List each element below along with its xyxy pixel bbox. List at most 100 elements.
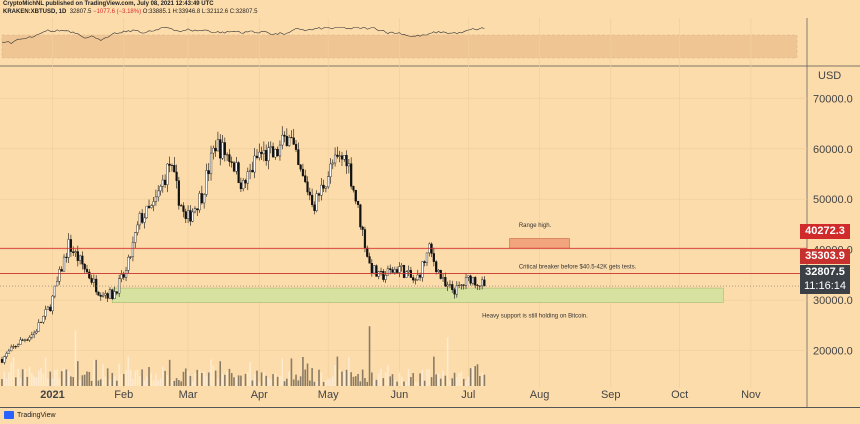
candle-body	[373, 265, 376, 274]
candle-body	[81, 255, 84, 265]
candle-body	[359, 204, 362, 228]
volume-bar	[453, 372, 456, 386]
candle-body	[223, 142, 226, 155]
volume-bar	[17, 368, 19, 386]
candle-body	[62, 256, 66, 272]
candle-body	[212, 147, 215, 154]
candle-body	[400, 265, 403, 267]
candle-body	[10, 346, 13, 352]
candle-body	[322, 184, 325, 189]
candle-body	[5, 353, 8, 357]
volume-bar	[246, 372, 249, 386]
candle-body	[481, 279, 484, 287]
candle-body	[104, 293, 107, 296]
volume-bar	[42, 373, 45, 386]
candle-body	[33, 332, 36, 335]
candle-body	[30, 334, 33, 338]
x-tick-label: Nov	[741, 389, 761, 401]
candle-body	[448, 284, 452, 286]
volume-bar	[205, 375, 208, 386]
candle-body	[3, 356, 6, 363]
volume-bar	[366, 381, 369, 386]
candle-body	[79, 255, 82, 261]
volume-bar	[336, 356, 339, 386]
volume-bar	[263, 372, 265, 386]
candle-body	[74, 251, 77, 253]
volume-bar	[67, 371, 70, 386]
volume-bar	[187, 370, 189, 386]
candle-body	[458, 284, 461, 286]
candle-body	[58, 269, 61, 282]
candle-body	[317, 193, 321, 196]
candle-body	[407, 270, 410, 272]
candle-body	[412, 277, 415, 281]
indicator-line	[1, 27, 485, 44]
volume-bar	[3, 371, 6, 386]
candle-body	[19, 339, 22, 345]
volume-bar	[129, 369, 132, 386]
y-tick-label: 70000.0	[813, 93, 853, 105]
candle-body	[173, 164, 176, 173]
candle-body	[147, 205, 151, 208]
volume-bar	[479, 376, 481, 386]
volume-bar	[97, 380, 100, 386]
candle-body	[453, 289, 456, 295]
candle-body	[145, 205, 148, 219]
volume-bar	[444, 375, 447, 386]
candle-body	[205, 170, 208, 195]
volume-bar	[191, 381, 194, 386]
volume-bar	[139, 375, 141, 386]
x-tick-label: Jul	[461, 389, 475, 401]
candle-body	[244, 180, 247, 184]
volume-bar	[136, 369, 139, 386]
y-tick-label: 30000.0	[813, 295, 853, 307]
candle-body	[161, 179, 164, 187]
candle-body	[441, 277, 445, 279]
candle-body	[16, 344, 20, 347]
volume-bar	[99, 379, 102, 386]
candle-body	[101, 294, 105, 297]
volume-bar	[481, 372, 483, 386]
candle-body	[12, 346, 15, 348]
candle-body	[127, 256, 130, 271]
candle-body	[248, 169, 252, 172]
volume-bar	[405, 381, 408, 386]
breaker-price-badge: 35303.9	[800, 249, 850, 264]
volume-bar	[201, 373, 203, 386]
volume-bar	[456, 377, 458, 386]
volume-bar	[90, 380, 93, 386]
candle-body	[14, 346, 17, 348]
candle-body	[340, 155, 344, 160]
candle-body	[292, 137, 295, 145]
candle-body	[152, 201, 155, 206]
volume-bar	[44, 357, 47, 386]
candle-body	[51, 295, 54, 312]
volume-bar	[302, 356, 304, 386]
candle-body	[122, 274, 125, 278]
bar-countdown-badge: 11:16:14	[800, 279, 850, 294]
volume-bar	[327, 378, 329, 386]
candle-body	[336, 154, 339, 157]
volume-bar	[419, 373, 421, 386]
candle-body	[214, 147, 217, 152]
volume-bar	[212, 365, 215, 386]
volume-bar	[407, 368, 410, 386]
candle-body	[347, 163, 350, 167]
candle-body	[207, 170, 210, 175]
candle-body	[180, 205, 183, 207]
volume-bar	[364, 378, 366, 386]
volume-bar	[343, 371, 346, 386]
candle-body	[439, 270, 442, 279]
candle-body	[382, 271, 385, 280]
tradingview-logo[interactable]: TradingView	[4, 411, 56, 419]
candle-body	[421, 261, 424, 278]
volume-bar	[14, 377, 17, 386]
volume-bar	[290, 358, 293, 386]
support-zone	[111, 287, 724, 304]
volume-bar	[253, 374, 256, 386]
candle-body	[200, 193, 203, 204]
volume-bar	[150, 373, 153, 386]
candle-body	[324, 186, 327, 189]
candle-body	[111, 289, 114, 299]
volume-bar	[237, 375, 240, 386]
